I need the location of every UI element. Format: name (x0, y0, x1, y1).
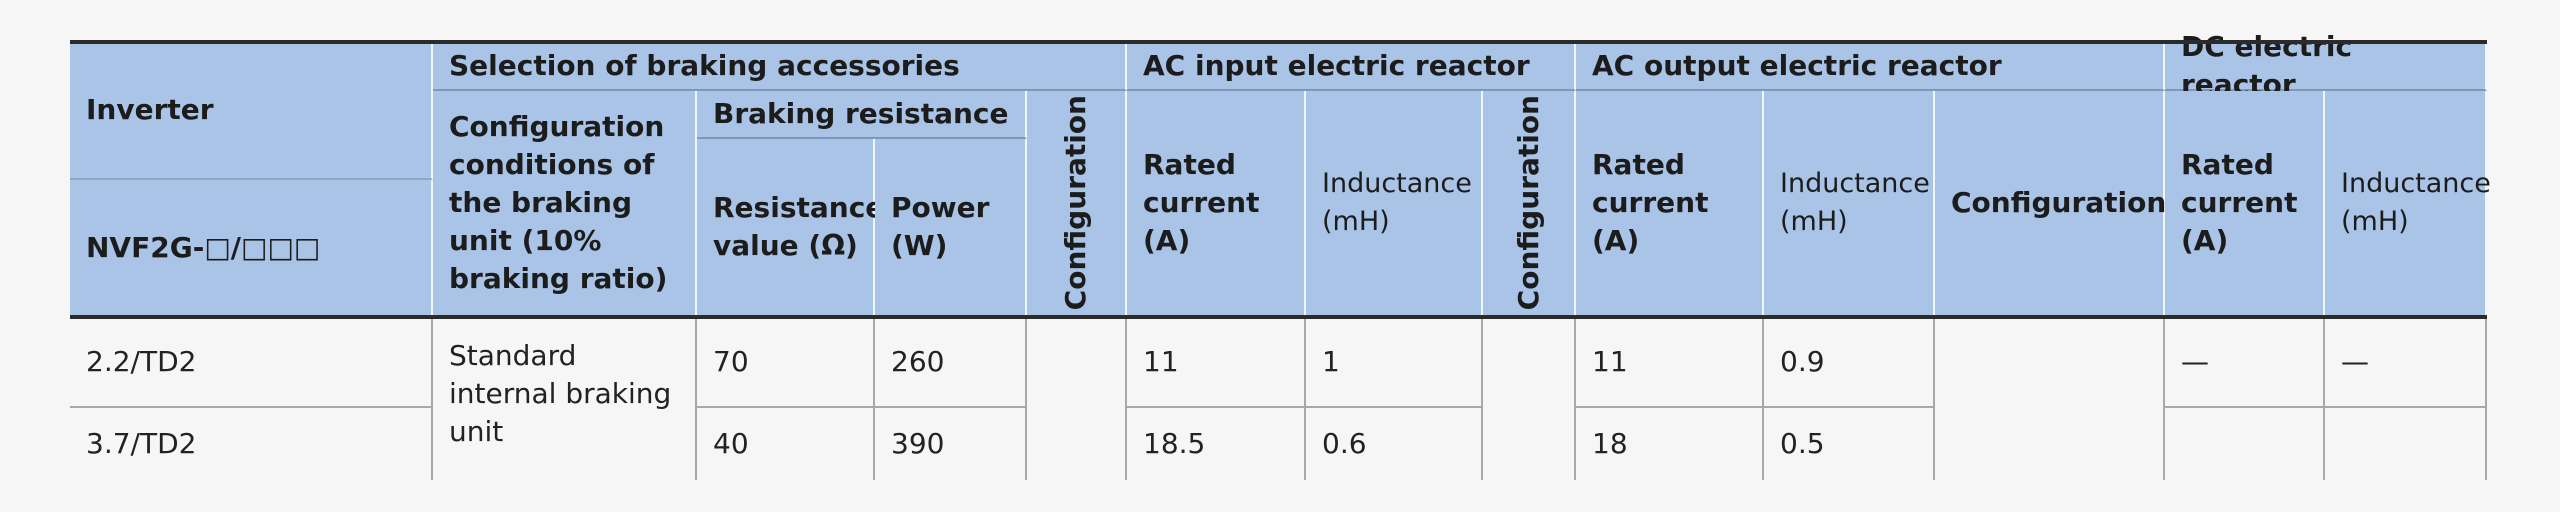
group-header: AC output electric reactor (1576, 42, 2165, 91)
data-cell: 1 (1306, 317, 1483, 408)
cell-text: 11 (1143, 344, 1179, 378)
cell-text: 0.9 (1780, 344, 1825, 378)
cell-text: Rated current (A) (1143, 148, 1260, 257)
cell-text: 1 (1322, 344, 1340, 378)
cell-text: 0.5 (1780, 427, 1825, 460)
cell-text: Rated current (A) (2181, 148, 2298, 257)
data-cell: 18.5 (1127, 408, 1306, 480)
data-cell: — (2325, 317, 2487, 408)
cell-text: 18.5 (1143, 427, 1206, 460)
data-cell (2325, 408, 2487, 480)
cell-text: 18 (1592, 427, 1628, 460)
data-cell (2165, 408, 2325, 480)
cell-text: Rated current (A) (1592, 148, 1709, 257)
header-cell: Configuration conditions of the braking … (433, 91, 697, 317)
cell-text: Braking resistance (713, 97, 1009, 130)
column-header: Inductance (mH) (1764, 91, 1935, 317)
data-cell: Standard internal braking unit (433, 317, 697, 480)
data-cell: 40 (697, 408, 875, 480)
cell-text: 0.6 (1322, 427, 1367, 460)
data-cell: 3.7/TD2 (70, 408, 433, 480)
cell-text: Inductance (mH) (1322, 168, 1472, 237)
cell-text: AC output electric reactor (1592, 48, 2002, 82)
data-cell: 70 (697, 317, 875, 408)
data-cell (1027, 317, 1127, 480)
data-cell: — (2165, 317, 2325, 408)
column-header: Configuration (1483, 91, 1576, 317)
cell-text: 2.2/TD2 (86, 344, 197, 378)
cell-text: Configuration (1951, 186, 2167, 219)
header-cell: Braking resistance (697, 91, 1027, 139)
cell-text: Inductance (mH) (2341, 168, 2491, 237)
data-cell: 11 (1576, 317, 1764, 408)
cell-text: Inductance (mH) (1780, 168, 1930, 237)
rule (70, 315, 2487, 319)
data-cell: 260 (875, 317, 1027, 408)
cell-text: Resistance value (Ω) (713, 191, 885, 262)
header-cell: Inverter (70, 42, 433, 180)
data-cell: 0.9 (1764, 317, 1935, 408)
cell-text: 260 (891, 344, 945, 378)
cell-text: Configuration (1511, 95, 1545, 311)
cell-text: AC input electric reactor (1143, 48, 1530, 82)
cell-text: Power (W) (891, 191, 990, 262)
cell-text: 70 (713, 344, 749, 378)
data-cell: 0.5 (1764, 408, 1935, 480)
column-header: Power (W) (875, 139, 1027, 317)
cell-text: DC electric reactor (2181, 29, 2353, 101)
cell-text: Configuration conditions of the braking … (449, 110, 668, 295)
header-cell: NVF2G-□/□□□ (70, 180, 433, 317)
cell-text: 3.7/TD2 (86, 427, 197, 460)
data-cell (1483, 317, 1576, 480)
group-header: AC input electric reactor (1127, 42, 1576, 91)
data-cell: 0.6 (1306, 408, 1483, 480)
column-header: Inductance (mH) (2325, 91, 2491, 317)
cell-text: Configuration (1059, 95, 1092, 311)
data-cell (1935, 317, 2165, 480)
cell-text: Inverter (86, 93, 214, 126)
cell-text: 40 (713, 427, 749, 460)
data-cell: 390 (875, 408, 1027, 480)
column-header: Configuration (1935, 91, 2167, 317)
cell-text: Selection of braking accessories (449, 48, 960, 82)
group-header: DC electric reactor (2165, 30, 2487, 101)
rule (70, 40, 2487, 44)
column-header: Resistance value (Ω) (697, 139, 884, 317)
data-cell: 11 (1127, 317, 1306, 408)
column-header: Rated current (A) (1127, 91, 1306, 317)
column-header: Rated current (A) (2165, 91, 2325, 317)
column-header: Rated current (A) (1576, 91, 1764, 317)
group-header: Selection of braking accessories (433, 42, 1127, 91)
cell-text: NVF2G-□/□□□ (86, 230, 321, 264)
column-header: Configuration (1027, 91, 1127, 317)
cell-text: — (2181, 344, 2209, 378)
cell-text: — (2341, 344, 2369, 378)
cell-text: Standard internal braking unit (449, 339, 672, 448)
cell-text: 390 (891, 427, 945, 460)
column-header: Inductance (mH) (1306, 91, 1483, 317)
cell-text: 11 (1592, 344, 1628, 378)
data-cell: 2.2/TD2 (70, 317, 433, 408)
data-cell: 18 (1576, 408, 1764, 480)
